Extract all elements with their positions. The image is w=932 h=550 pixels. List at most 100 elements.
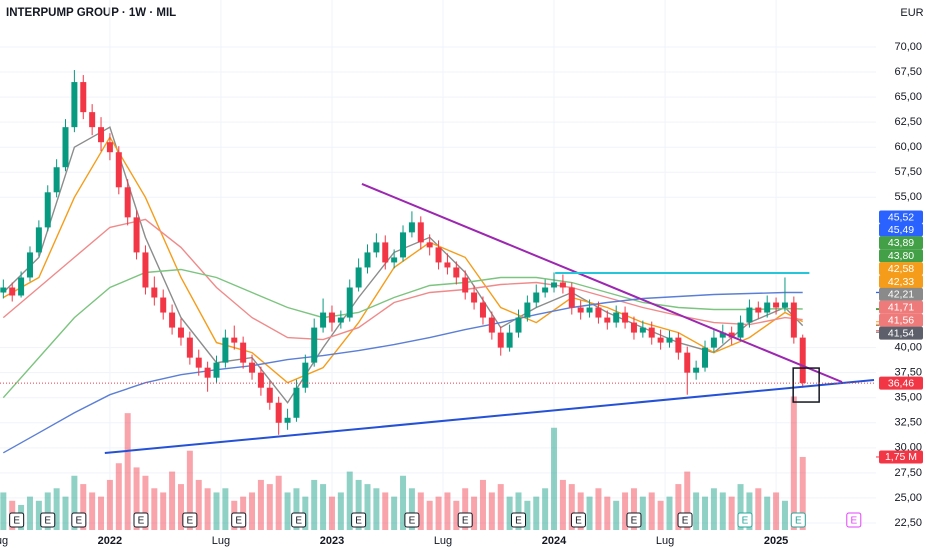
event-marker <box>790 512 806 528</box>
volume-bar <box>755 488 762 530</box>
event-label: E <box>355 516 362 527</box>
volume-bar <box>684 471 691 530</box>
candle-body <box>0 287 7 293</box>
candle-body <box>622 312 629 323</box>
candle-body <box>630 322 637 333</box>
candle-body <box>657 337 664 343</box>
candle-body <box>364 252 371 268</box>
event-label: E <box>795 516 802 527</box>
event-marker <box>457 512 473 528</box>
volume-bar <box>35 500 42 530</box>
y-tick-label: 60,00 <box>894 141 922 153</box>
volume-bar <box>657 500 664 530</box>
event-label: E <box>235 516 242 527</box>
volume-bar <box>266 484 273 530</box>
volume-bar <box>328 496 335 530</box>
candle-body <box>781 302 788 308</box>
candle-body <box>231 337 238 343</box>
volume-bar <box>542 488 549 530</box>
event-label: E <box>742 516 749 527</box>
volume-bar <box>373 488 380 530</box>
event-marker <box>626 512 642 528</box>
event-marker <box>291 512 307 528</box>
volume-bar <box>746 492 753 530</box>
candle-body <box>346 287 353 318</box>
trendline <box>361 183 843 383</box>
x-tick-label: Lug <box>434 535 452 547</box>
candle-body <box>799 337 806 384</box>
candle-body <box>755 307 762 313</box>
y-tick-label: 40,00 <box>894 342 922 354</box>
volume-bar <box>613 500 620 530</box>
volume-bar <box>222 488 229 530</box>
price-label <box>879 262 923 276</box>
candle-body <box>169 312 176 328</box>
volume-bar <box>790 396 797 530</box>
price-label-text: 41,71 <box>888 302 914 314</box>
volume-bar <box>71 475 78 530</box>
candle-body <box>257 372 264 388</box>
price-label <box>879 210 923 224</box>
candle-body <box>284 417 291 423</box>
candle-body <box>773 302 780 308</box>
y-tick-label: 22,50 <box>894 517 922 529</box>
candle-body <box>479 302 486 318</box>
x-tick-label: Lug <box>656 535 674 547</box>
volume-bar <box>124 413 131 530</box>
candle-body <box>515 317 522 333</box>
candle-body <box>497 332 504 348</box>
volume-label-text: 1,75 M <box>885 451 917 463</box>
y-tick-label: 70,00 <box>894 41 922 53</box>
volume-bar <box>728 496 735 530</box>
volume-bar <box>764 496 771 530</box>
event-marker <box>71 512 87 528</box>
event-label: E <box>187 516 194 527</box>
candle-body <box>382 242 389 263</box>
volume-bar <box>391 496 398 530</box>
volume-bar <box>702 496 709 530</box>
candle-body <box>666 337 673 343</box>
event-label: E <box>462 516 469 527</box>
candle-body <box>62 127 69 168</box>
candle-body <box>488 317 495 333</box>
candle-body <box>142 252 149 288</box>
volume-bar <box>169 471 176 530</box>
price-label-text: 42,21 <box>888 289 914 301</box>
price-label <box>879 287 923 301</box>
candle-body <box>471 292 478 303</box>
volume-bar <box>666 496 673 530</box>
x-tick-label: Lug <box>212 535 230 547</box>
price-label <box>879 223 923 237</box>
candle-body <box>764 302 771 313</box>
volume-label <box>879 450 923 464</box>
candle-body <box>302 362 309 388</box>
volume-bar <box>177 484 184 530</box>
volume-bar <box>320 484 327 530</box>
volume-bar <box>160 492 167 530</box>
volume-bar <box>346 471 353 530</box>
volume-bar <box>781 500 788 530</box>
event-label: E <box>682 516 689 527</box>
volume-bar <box>400 475 407 530</box>
candle-body <box>746 307 753 323</box>
candle-body <box>533 292 540 303</box>
volume-bar <box>408 488 415 530</box>
volume-bar <box>488 492 495 530</box>
volume-bar <box>44 492 51 530</box>
candle-body <box>115 152 122 188</box>
price-label-text: 42,58 <box>888 263 914 275</box>
volume-bar <box>551 427 558 530</box>
candle-body <box>719 332 726 338</box>
candle-body <box>240 342 247 363</box>
price-label-text: 41,54 <box>888 327 914 339</box>
event-label: E <box>75 516 82 527</box>
event-marker <box>510 512 526 528</box>
volume-bar <box>604 496 611 530</box>
candle-body <box>98 127 105 143</box>
last-price-label-text: 36,46 <box>888 377 914 389</box>
x-tick-label: 2024 <box>542 535 567 547</box>
candle-body <box>417 222 424 243</box>
volume-bar <box>719 492 726 530</box>
candle-body <box>542 287 549 293</box>
candle-body <box>728 332 735 338</box>
